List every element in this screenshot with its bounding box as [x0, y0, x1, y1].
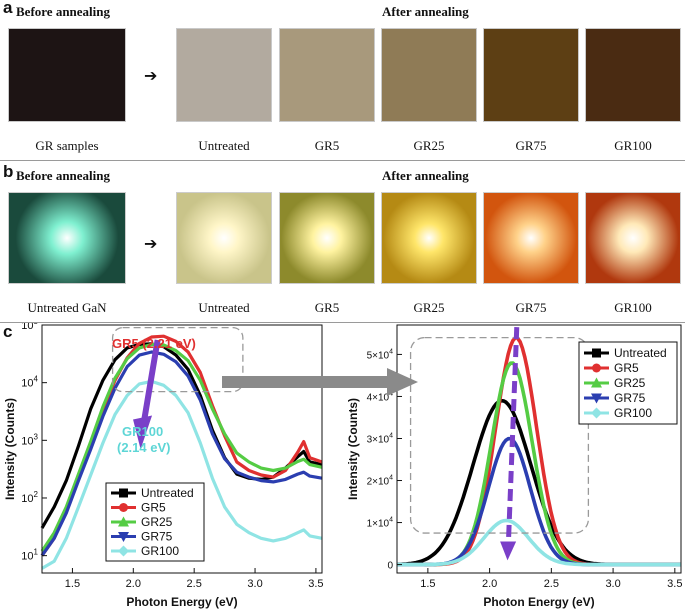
lin-y-tick-label-2: 2×104 — [367, 475, 394, 488]
lin-shift-arrow-head — [500, 541, 517, 561]
panel-a-sample-6-image — [585, 28, 681, 122]
log-spectrum-chart: 1.5 2.0 2.5 3.0 3.5 101 102 103 104 105 Photon Ene… — [3, 323, 324, 609]
lin-series-gr100 — [397, 518, 681, 567]
log-legend-marker-untreated — [119, 488, 128, 498]
lin-x-axis-label: Photon Energy (eV) — [483, 595, 594, 609]
log-series-gr25 — [40, 342, 323, 552]
lin-legend-marker-gr75 — [591, 393, 602, 404]
log-x-tick-label-1: 2.0 — [126, 578, 141, 590]
lin-x-tick-label-4: 3.5 — [667, 578, 682, 590]
log-x-tick-label-0: 1.5 — [65, 578, 80, 590]
log-legend-marker-gr75 — [118, 532, 129, 542]
linear-spectrum-chart: 1.52.02.53.03.501×1042×1043×1044×1045×10… — [346, 324, 682, 609]
lin-x-tick-label-3: 3.0 — [605, 578, 620, 590]
lin-y-tick-label-5: 5×104 — [367, 348, 394, 361]
gr100-annotation-line1: GR100 — [122, 424, 164, 439]
gr100-annotation-line2: (2.14 eV) — [117, 440, 171, 455]
log-legend-label-gr5: GR5 — [141, 501, 166, 515]
lin-legend-label-gr5: GR5 — [614, 361, 639, 375]
panel-b-sample-6-image — [585, 192, 681, 284]
log-x-tick-label-3: 3.0 — [247, 578, 262, 590]
panel-b-sample-2-label: Untreated — [198, 300, 250, 315]
panel-b-sample-4-label: GR25 — [413, 300, 445, 315]
panel-b-arrow-icon: ➔ — [144, 234, 158, 253]
lin-y-tick-label-3: 3×104 — [367, 432, 394, 445]
panel-b-before-header: Before annealing — [16, 168, 111, 183]
panel-a-sample-3-image — [279, 28, 375, 122]
log-x-tick-label-2: 2.5 — [187, 578, 202, 590]
panel-b-sample-1-label: Untreated GaN — [27, 300, 107, 315]
log-y-tick-label-4: 105 — [21, 323, 38, 332]
log-y-tick-label-0: 101 — [21, 548, 38, 563]
panel-a-after-header: After annealing — [382, 4, 469, 19]
panel-a-arrow-icon: ➔ — [144, 66, 158, 85]
panel-b-sample-5-image — [483, 192, 579, 284]
log-zoom-box — [111, 326, 244, 393]
lin-legend-marker-untreated — [592, 348, 601, 358]
lin-legend-label-gr100: GR100 — [614, 406, 652, 420]
lin-legend-label-gr25: GR25 — [614, 376, 646, 390]
log-x-tick-label-4: 3.5 — [308, 578, 323, 590]
log-legend-label-gr25: GR25 — [141, 515, 173, 529]
panel-a-sample-5-label: GR75 — [515, 138, 547, 153]
panel-b-sample-6-label: GR100 — [614, 300, 652, 315]
lin-x-tick-label-1: 2.0 — [482, 578, 497, 590]
panel-a-before-header: Before annealing — [16, 4, 111, 19]
panel-b-sample-1-image — [8, 192, 126, 284]
lin-x-tick-label-0: 1.5 — [420, 578, 435, 590]
panel-a-sample-3-label: GR5 — [314, 138, 340, 153]
panel-a-sample-4-image — [381, 28, 477, 122]
lin-y-axis-label: Intensity (Counts) — [346, 398, 360, 500]
log-legend-label-gr100: GR100 — [141, 544, 179, 558]
log-legend-marker-gr100 — [118, 545, 129, 557]
panel-b-after-header: After annealing — [382, 168, 469, 183]
log-series-gr100 — [41, 379, 323, 570]
panel-a-letter: a — [3, 0, 13, 17]
lin-zoom-box — [409, 336, 590, 534]
log-legend-label-gr75: GR75 — [141, 530, 173, 544]
lin-y-tick-label-0: 0 — [387, 561, 393, 572]
log-x-axis-label: Photon Energy (eV) — [126, 595, 237, 609]
lin-plot-frame — [396, 324, 682, 574]
panel-a-sample-1-image — [8, 28, 126, 122]
log-shift-arrow-head — [133, 415, 153, 450]
log-shift-arrow-shaft — [140, 339, 161, 428]
lin-legend-marker-gr5 — [592, 363, 601, 373]
panel-b-sample-2-image — [176, 192, 272, 284]
panel-a-sample-4-label: GR25 — [413, 138, 445, 153]
log-legend-marker-gr25 — [118, 516, 129, 527]
lin-legend-label-gr75: GR75 — [614, 391, 646, 405]
lin-shift-arrow-shaft — [505, 327, 520, 550]
panel-b-sample-3-label: GR5 — [314, 300, 340, 315]
gr5-annotation: GR5 (2.21 eV) — [112, 336, 196, 351]
lin-legend-marker-gr100 — [591, 407, 602, 419]
log-series-gr75 — [40, 350, 323, 557]
log-y-tick-label-3: 104 — [21, 375, 38, 390]
panel-b-sample-5-label: GR75 — [515, 300, 547, 315]
log-y-tick-label-1: 102 — [21, 490, 38, 505]
panel-a-sample-2-image — [176, 28, 272, 122]
panel-c-letter: c — [3, 322, 13, 341]
lin-legend-label-untreated: Untreated — [614, 346, 667, 360]
log-y-tick-label-2: 103 — [21, 432, 38, 447]
divider-b-c — [0, 322, 685, 323]
panel-a-sample-2-label: Untreated — [198, 138, 250, 153]
panel-b-letter: b — [3, 162, 14, 181]
panel-b-sample-3-image — [279, 192, 375, 284]
divider-a-b — [0, 160, 685, 161]
connecting-arrow-icon — [222, 368, 418, 396]
log-plot-frame — [41, 324, 323, 574]
log-legend-marker-gr5 — [119, 503, 128, 512]
lin-x-tick-label-2: 2.5 — [544, 578, 559, 590]
panel-b-sample-4-image — [381, 192, 477, 284]
panel-a-sample-1-label: GR samples — [35, 138, 99, 153]
lin-y-tick-label-1: 1×104 — [367, 517, 394, 530]
log-y-axis-label: Intensity (Counts) — [3, 398, 17, 500]
lin-legend-marker-gr25 — [591, 377, 602, 388]
log-legend-label-untreated: Untreated — [141, 486, 194, 500]
panel-a-sample-6-label: GR100 — [614, 138, 652, 153]
panel-a-sample-5-image — [483, 28, 579, 122]
